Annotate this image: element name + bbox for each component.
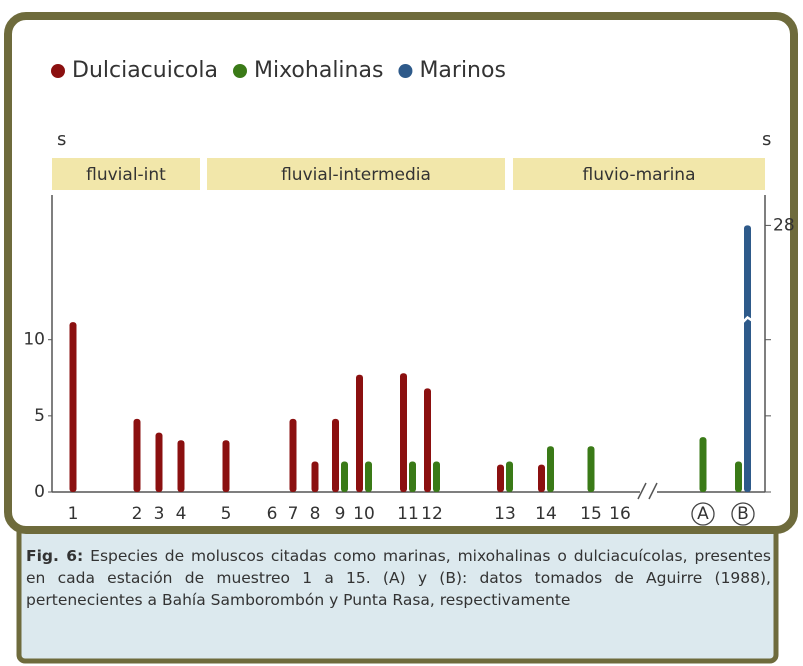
bar [506, 461, 513, 492]
x-tick-label: 7 [288, 504, 299, 524]
y-tick-label: 5 [34, 406, 45, 426]
x-tick-label: 4 [176, 504, 187, 524]
x-tick-label: 3 [154, 504, 165, 524]
bar [311, 461, 319, 492]
x-tick-label: B [737, 504, 749, 524]
x-tick-label: 16 [609, 504, 631, 524]
bar [547, 446, 554, 492]
zone-label: fluvial-intermedia [281, 165, 431, 185]
bar [424, 388, 431, 492]
x-tick-label: 6 [267, 504, 278, 524]
bar-break [66, 315, 80, 325]
x-tick-label: 1 [68, 504, 79, 524]
bar [222, 440, 230, 492]
legend-label: Dulciacuicola [72, 58, 218, 83]
x-tick-label: 2 [132, 504, 143, 524]
right-axis-label: s [762, 129, 771, 150]
bar [341, 461, 348, 492]
axis-break [637, 482, 658, 500]
bar [735, 461, 742, 492]
frame [4, 12, 798, 534]
caption: Fig. 6: Especies de moluscos citadas com… [26, 545, 771, 611]
x-label-ring [731, 502, 755, 526]
bar [409, 461, 416, 492]
bar [538, 464, 545, 492]
bar-break [740, 315, 755, 325]
legend-label: Marinos [419, 58, 506, 83]
legend-swatch [233, 64, 247, 78]
caption-text: Especies de moluscos citadas como marina… [26, 547, 771, 609]
bar [400, 373, 407, 492]
bar [177, 440, 185, 492]
bar [699, 437, 707, 492]
zone-band [513, 158, 765, 190]
x-label-ring [691, 502, 715, 526]
caption-label: Fig. 6: [26, 547, 84, 565]
zone-band [207, 158, 505, 190]
x-tick-label: 10 [353, 504, 375, 524]
bar [744, 225, 751, 492]
bar [356, 374, 363, 492]
x-tick-label: 13 [494, 504, 516, 524]
left-axis-label: s [57, 129, 66, 150]
x-tick-label: 14 [535, 504, 557, 524]
x-tick-label: 8 [310, 504, 321, 524]
bar [289, 418, 297, 492]
y2-tick-label: 28 [773, 215, 795, 235]
y-tick-label: 0 [34, 482, 45, 502]
bar [365, 461, 372, 492]
zone-band [52, 158, 200, 190]
zone-label: fluvio-marina [583, 165, 696, 185]
bar [497, 464, 504, 492]
x-tick-label: 11 [397, 504, 419, 524]
bar [332, 418, 339, 492]
x-tick-label: 9 [335, 504, 346, 524]
bar [587, 446, 595, 492]
x-tick-label: 12 [421, 504, 443, 524]
bar [433, 461, 440, 492]
y-tick-label: 10 [23, 330, 45, 350]
bar [133, 418, 141, 492]
x-tick-label: A [697, 504, 709, 524]
zone-label: fluvial-int [86, 165, 166, 185]
bar [69, 322, 77, 492]
x-tick-label: 5 [221, 504, 232, 524]
legend-swatch [51, 64, 65, 78]
legend-swatch [398, 64, 413, 78]
x-tick-label: 15 [580, 504, 602, 524]
legend-label: Mixohalinas [254, 58, 383, 83]
bar [155, 432, 163, 492]
